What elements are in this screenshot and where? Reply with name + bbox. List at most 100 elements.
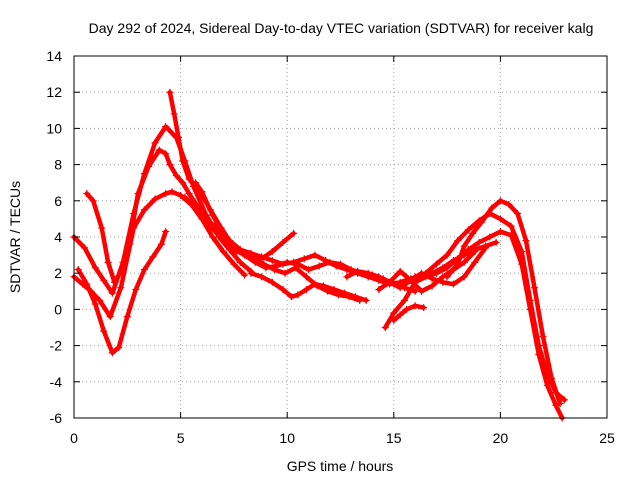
data-point — [403, 305, 411, 313]
data-point — [241, 271, 249, 279]
data-point — [219, 247, 227, 255]
series-trace-8 — [247, 269, 370, 304]
data-point — [226, 246, 234, 254]
data-point — [390, 316, 398, 324]
data-point — [420, 304, 428, 312]
data-point — [556, 400, 564, 408]
data-point — [411, 302, 419, 310]
data-point — [106, 313, 114, 321]
data-point — [443, 264, 451, 272]
data-point — [464, 246, 472, 254]
data-point — [507, 222, 515, 230]
data-point — [300, 255, 308, 263]
x-tick-label: 5 — [177, 430, 185, 446]
data-point — [209, 233, 217, 241]
data-point — [96, 296, 104, 304]
data-point — [330, 285, 338, 293]
data-point — [119, 258, 127, 266]
data-point — [418, 287, 426, 295]
data-point — [98, 224, 106, 232]
data-point — [548, 374, 556, 382]
y-tick-label: 6 — [54, 193, 62, 209]
data-point — [375, 273, 383, 281]
data-point — [157, 240, 165, 248]
data-point — [418, 269, 426, 277]
data-point — [151, 139, 159, 147]
data-point — [428, 282, 436, 290]
data-point — [496, 197, 504, 205]
data-point — [319, 282, 327, 290]
data-point — [481, 244, 489, 252]
y-tick-label: 8 — [54, 157, 62, 173]
data-point — [407, 276, 415, 284]
data-point — [535, 342, 543, 350]
data-point — [155, 146, 163, 154]
data-point — [83, 190, 91, 198]
data-point — [552, 401, 560, 409]
data-point — [411, 287, 419, 295]
data-point — [268, 247, 276, 255]
data-point — [185, 175, 193, 183]
x-axis-label: GPS time / hours — [287, 458, 394, 474]
data-point — [449, 280, 457, 288]
data-point — [322, 257, 330, 265]
data-point — [247, 249, 255, 257]
data-point — [140, 266, 148, 274]
data-point — [287, 293, 295, 301]
data-point — [311, 251, 319, 259]
data-point — [396, 267, 404, 275]
series-line — [444, 198, 563, 406]
data-point — [123, 313, 131, 321]
data-point — [179, 157, 187, 165]
data-point — [375, 285, 383, 293]
data-point — [290, 229, 298, 237]
data-point — [179, 179, 187, 187]
data-point — [560, 396, 568, 404]
y-tick-label: 12 — [46, 84, 62, 100]
data-point — [132, 285, 140, 293]
data-point — [354, 267, 362, 275]
data-point — [432, 260, 440, 268]
data-point — [117, 284, 125, 292]
y-axis-label: SDTVAR / TECUs — [7, 181, 23, 293]
data-point — [262, 264, 270, 272]
y-tick-label: 0 — [54, 301, 62, 317]
data-point — [268, 278, 276, 286]
data-point — [192, 204, 200, 212]
data-point — [396, 311, 404, 319]
data-point — [460, 258, 468, 266]
x-tick-label: 0 — [70, 430, 78, 446]
data-point — [230, 260, 238, 268]
data-point — [290, 258, 298, 266]
data-point — [302, 285, 310, 293]
data-point — [526, 296, 534, 304]
data-point — [149, 253, 157, 261]
data-point — [168, 188, 176, 196]
data-point — [209, 211, 217, 219]
data-point — [281, 269, 289, 277]
data-point — [108, 349, 116, 357]
data-point — [130, 209, 138, 217]
data-point — [192, 179, 200, 187]
data-point — [362, 296, 370, 304]
data-point — [464, 226, 472, 234]
data-point — [496, 215, 504, 223]
data-point — [428, 275, 436, 283]
data-point — [115, 343, 123, 351]
data-point — [100, 276, 108, 284]
series-trace-13 — [375, 247, 479, 295]
data-point — [83, 280, 91, 288]
data-point — [460, 273, 468, 281]
data-point — [140, 170, 148, 178]
data-point — [236, 258, 244, 266]
data-point — [74, 266, 82, 274]
y-tick-labels: -6 -4 -2 0 2 4 6 8 10 12 14 — [46, 48, 62, 426]
data-point — [486, 233, 494, 241]
data-point — [172, 171, 180, 179]
data-point — [162, 190, 170, 198]
data-point — [302, 273, 310, 281]
data-series — [70, 88, 568, 422]
series-trace-9 — [381, 228, 566, 422]
data-point — [390, 309, 398, 317]
